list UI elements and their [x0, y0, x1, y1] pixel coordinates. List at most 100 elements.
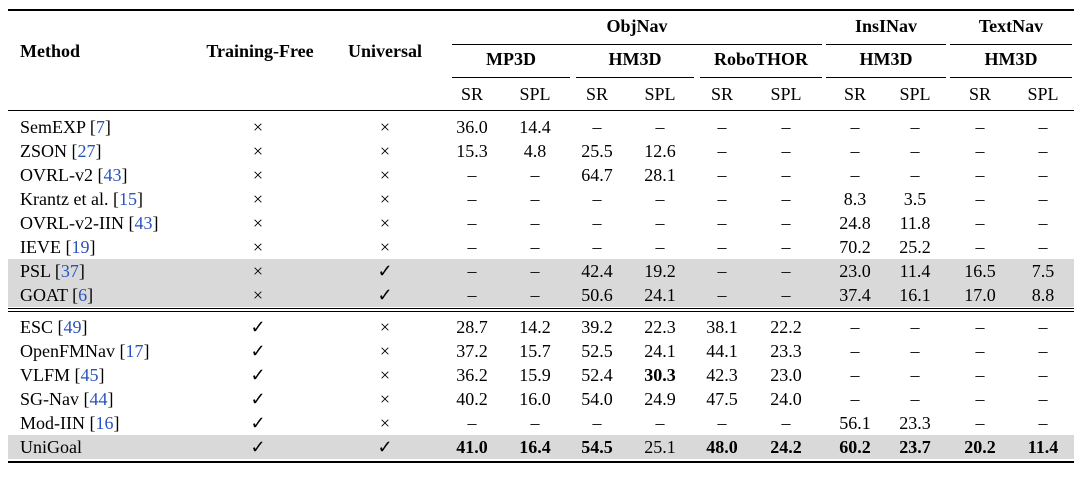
citation-link[interactable]: 27: [77, 141, 96, 161]
value-cell: –: [975, 165, 985, 185]
citation-link[interactable]: 49: [63, 317, 82, 337]
value-cell: –: [717, 213, 727, 233]
value-cell: –: [910, 389, 920, 409]
citation-link[interactable]: 45: [80, 365, 99, 385]
citation-link[interactable]: 37: [60, 261, 79, 281]
value-cell: 44.1: [706, 341, 738, 361]
value-cell: 28.1: [644, 165, 676, 185]
citation-link[interactable]: 43: [103, 165, 122, 185]
training-free-mark: ✓: [250, 389, 266, 409]
value-cell: 12.6: [644, 141, 676, 161]
group-underline-insinav: [826, 44, 946, 45]
method-name: SG-Nav: [20, 389, 79, 409]
value-cell: –: [467, 165, 477, 185]
method-name: Krantz et al.: [20, 189, 109, 209]
dataset-robothor: RoboTHOR: [713, 49, 809, 69]
value-cell: –: [530, 413, 540, 433]
value-cell: 37.2: [456, 341, 488, 361]
dataset-insinav-hm3d: HM3D: [859, 49, 913, 69]
value-cell: –: [530, 261, 540, 281]
universal-mark: ×: [379, 141, 391, 161]
value-cell: 24.2: [770, 437, 802, 457]
training-free-mark: ✓: [250, 341, 266, 361]
value-cell: 36.0: [456, 117, 488, 137]
citation-link[interactable]: 43: [134, 213, 153, 233]
value-cell: 48.0: [706, 437, 738, 457]
value-cell: –: [1038, 389, 1048, 409]
method-cell: IEVE [19]: [20, 237, 96, 257]
method-cell: SemEXP [7]: [20, 117, 111, 137]
table-row: UniGoal ✓ ✓ 41.0 16.4 54.5 25.1 48.0 24.2 60.2 23.…: [8, 435, 1074, 459]
value-cell: 52.5: [581, 341, 613, 361]
value-cell: –: [781, 213, 791, 233]
value-cell: 24.0: [770, 389, 802, 409]
universal-mark: ×: [379, 389, 391, 409]
value-cell: 23.3: [770, 341, 802, 361]
value-cell: –: [592, 189, 602, 209]
citation-link[interactable]: 6: [78, 285, 88, 305]
value-cell: –: [975, 117, 985, 137]
method-name: Mod-IIN: [20, 413, 85, 433]
method-name: PSL: [20, 261, 51, 281]
value-cell: –: [1038, 413, 1048, 433]
table-row: ESC [49] ✓ × 28.7 14.2 39.2 22.3 38.1 22.2 – – – –: [8, 315, 1074, 339]
value-cell: 3.5: [903, 189, 927, 209]
citation-link[interactable]: 7: [95, 117, 105, 137]
value-cell: –: [850, 365, 860, 385]
value-cell: –: [717, 285, 727, 305]
value-cell: 23.3: [899, 413, 931, 433]
value-cell: 50.6: [581, 285, 613, 305]
value-cell: –: [910, 365, 920, 385]
value-cell: 42.3: [706, 365, 738, 385]
value-cell: –: [530, 189, 540, 209]
training-free-mark: ✓: [250, 317, 266, 337]
value-cell: –: [781, 413, 791, 433]
method-cell: ZSON [27]: [20, 141, 102, 161]
value-cell: –: [975, 141, 985, 161]
value-cell: 11.4: [1027, 437, 1059, 457]
value-cell: 8.8: [1031, 285, 1055, 305]
method-name: OVRL-v2-IIN: [20, 213, 124, 233]
training-free-mark: ×: [252, 261, 264, 281]
value-cell: –: [850, 317, 860, 337]
header-universal: Universal: [348, 41, 422, 61]
table-row: IEVE [19] × × – – – – – – 70.2 25.2 – –: [8, 235, 1074, 259]
citation-link[interactable]: 15: [118, 189, 137, 209]
value-cell: 4.8: [523, 141, 547, 161]
method-cell: OVRL-v2-IIN [43]: [20, 213, 159, 233]
citation-link[interactable]: 16: [95, 413, 114, 433]
value-cell: 37.4: [839, 285, 871, 305]
metric-header-spl: SPL: [519, 84, 551, 104]
dataset-mp3d: MP3D: [486, 49, 536, 69]
value-cell: –: [467, 189, 477, 209]
dataset-textnav-hm3d: HM3D: [984, 49, 1038, 69]
value-cell: –: [530, 165, 540, 185]
training-free-mark: ×: [252, 213, 264, 233]
value-cell: –: [781, 237, 791, 257]
value-cell: –: [530, 285, 540, 305]
table-row: OVRL-v2-IIN [43] × × – – – – – – 24.8 11.8 – –: [8, 211, 1074, 235]
value-cell: –: [655, 189, 665, 209]
value-cell: –: [717, 189, 727, 209]
value-cell: –: [975, 341, 985, 361]
value-cell: 14.4: [519, 117, 551, 137]
citation-link[interactable]: 44: [89, 389, 108, 409]
citation-link[interactable]: 19: [71, 237, 90, 257]
method-cell: GOAT [6]: [20, 285, 94, 305]
value-cell: –: [781, 261, 791, 281]
method-name: IEVE: [20, 237, 61, 257]
value-cell: 23.7: [899, 437, 931, 457]
header-method: Method: [20, 41, 80, 61]
metric-header-sr: SR: [968, 84, 992, 104]
value-cell: 38.1: [706, 317, 738, 337]
bottom-rule: [8, 461, 1074, 463]
dataset-underline-textnav-hm3d: [950, 77, 1072, 78]
value-cell: –: [717, 413, 727, 433]
dataset-underline-mp3d: [452, 77, 570, 78]
value-cell: 20.2: [964, 437, 996, 457]
citation-link[interactable]: 17: [125, 341, 144, 361]
training-free-mark: ✓: [250, 365, 266, 385]
dataset-underline-insinav-hm3d: [826, 77, 946, 78]
universal-mark: ×: [379, 317, 391, 337]
value-cell: –: [910, 341, 920, 361]
